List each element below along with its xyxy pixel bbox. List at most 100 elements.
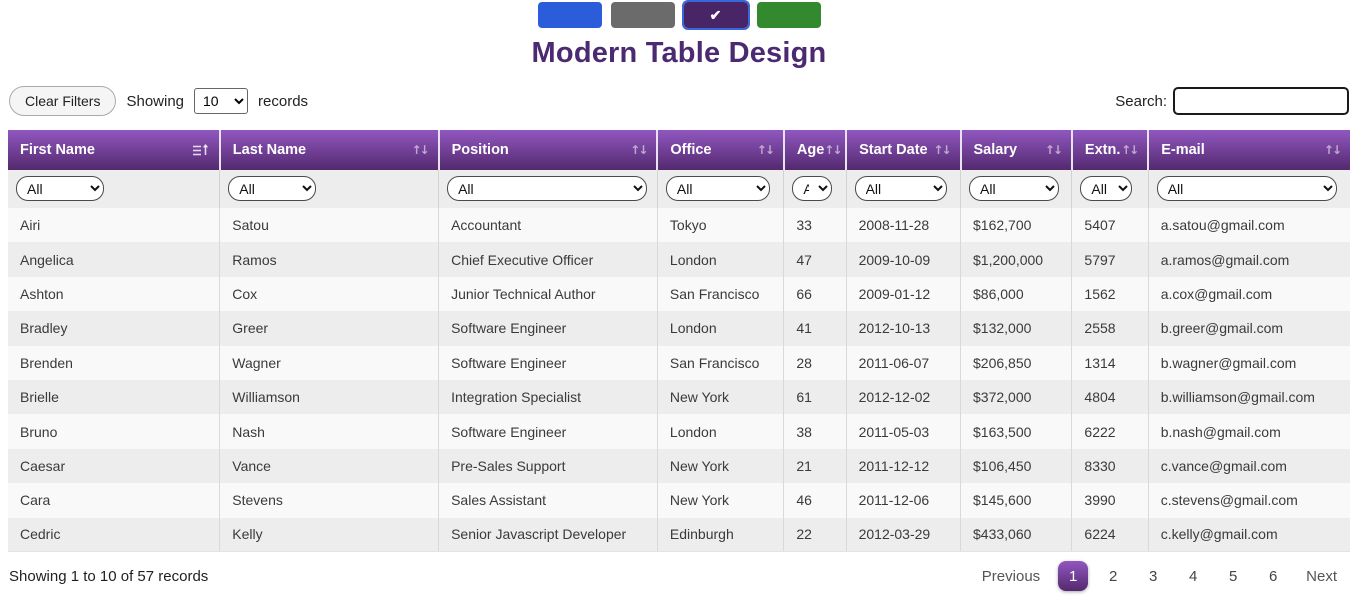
purple-theme-swatch-button[interactable]: ✔ — [681, 0, 750, 30]
table-cell: c.stevens@gmail.com — [1148, 483, 1350, 518]
column-header-start-date[interactable]: Start Date ↑↓ — [846, 130, 962, 170]
sort-both-icon: ↑↓ — [411, 143, 429, 157]
column-header-first-name[interactable]: First Name — [8, 130, 221, 170]
table-cell: Pre-Sales Support — [438, 448, 658, 484]
table-cell: 47 — [783, 242, 847, 277]
filter-select-e-mail[interactable]: All — [1156, 176, 1337, 201]
column-header-extn[interactable]: Extn. ↑↓ — [1071, 130, 1150, 170]
clear-filters-button[interactable]: Clear Filters — [9, 86, 117, 116]
table-cell: 4804 — [1071, 379, 1149, 415]
filter-select-age[interactable]: All — [792, 176, 833, 201]
table-cell: Accountant — [438, 208, 658, 243]
table-cell: Ashton — [8, 276, 221, 312]
table-cell: Kelly — [219, 517, 440, 553]
table-cell: Angelica — [8, 242, 221, 277]
table-cell: 1314 — [1071, 345, 1149, 380]
filter-select-extn[interactable]: All — [1080, 176, 1133, 201]
filter-select-position[interactable]: All — [447, 176, 648, 201]
next-page-button[interactable]: Next — [1306, 567, 1337, 585]
table-cell: 5407 — [1071, 208, 1149, 243]
table-cell: b.wagner@gmail.com — [1148, 345, 1350, 380]
table-cell: Cox — [219, 276, 440, 312]
table-cell: $206,850 — [960, 345, 1073, 380]
column-header-office[interactable]: Office ↑↓ — [657, 130, 785, 170]
table-cell: 28 — [783, 345, 847, 380]
table-cell: $132,000 — [960, 311, 1073, 346]
filter-select-start-date[interactable]: All — [854, 176, 947, 201]
table-cell: 41 — [783, 311, 847, 346]
table-header-row: First Name Last Name ↑↓ Position ↑↓ Office ↑↓ A… — [8, 130, 1350, 170]
column-header-last-name[interactable]: Last Name ↑↓ — [219, 130, 440, 170]
table-row: Brielle Williamson Integration Specialist N… — [8, 379, 1350, 415]
column-header-age[interactable]: Age ↑↓ — [783, 130, 848, 170]
filter-select-last-name[interactable]: All — [228, 176, 317, 201]
table-cell: Cara — [8, 483, 221, 518]
blue-theme-swatch-button[interactable] — [537, 2, 602, 28]
table-cell: 2008-11-28 — [846, 208, 962, 243]
table-row: Bruno Nash Software Engineer London 38 2011-0… — [8, 414, 1350, 449]
table-cell: b.greer@gmail.com — [1148, 311, 1350, 346]
table-cell: 2009-01-12 — [846, 276, 962, 312]
sort-both-icon: ↑↓ — [630, 143, 648, 157]
table-row: Caesar Vance Pre-Sales Support New York 21 20… — [8, 448, 1350, 484]
table-cell: $106,450 — [960, 448, 1073, 484]
table-row: Bradley Greer Software Engineer London 41 201… — [8, 311, 1350, 346]
table-cell: a.cox@gmail.com — [1148, 276, 1350, 312]
table-cell: $145,600 — [960, 483, 1073, 518]
showing-label: Showing — [126, 92, 185, 110]
filter-select-salary[interactable]: All — [969, 176, 1060, 201]
table-row: Ashton Cox Junior Technical Author San Fran… — [8, 276, 1350, 312]
table-cell: Tokyo — [657, 208, 785, 243]
table-cell: Brielle — [8, 379, 221, 415]
table-cell: London — [657, 242, 785, 277]
table-row: Cara Stevens Sales Assistant New York 46 2011… — [8, 483, 1350, 518]
sort-both-icon: ↑↓ — [824, 143, 842, 157]
table-cell: 2011-05-03 — [846, 414, 962, 449]
table-cell: 8330 — [1071, 448, 1149, 484]
sort-both-icon: ↑↓ — [1121, 143, 1139, 157]
filter-select-first-name[interactable]: All — [16, 176, 104, 201]
table-cell: Stevens — [219, 483, 440, 518]
table-cell: Bradley — [8, 311, 221, 346]
pagination: Previous 1 2 3 4 5 6 Next — [974, 561, 1345, 592]
page-button-3[interactable]: 3 — [1148, 567, 1158, 585]
column-header-position[interactable]: Position ↑↓ — [438, 130, 659, 170]
table-cell: a.ramos@gmail.com — [1148, 242, 1350, 277]
column-label: Salary — [973, 142, 1018, 158]
search-input[interactable] — [1173, 87, 1349, 115]
table-cell: c.vance@gmail.com — [1148, 448, 1350, 484]
table-row: Angelica Ramos Chief Executive Officer Lond… — [8, 242, 1350, 277]
column-label: Start Date — [859, 142, 928, 158]
page-button-4[interactable]: 4 — [1188, 567, 1198, 585]
page-title: Modern Table Design — [531, 37, 827, 69]
page-button-2[interactable]: 2 — [1108, 567, 1118, 585]
table-row: Brenden Wagner Software Engineer San Franci… — [8, 345, 1350, 380]
table-cell: b.williamson@gmail.com — [1148, 379, 1350, 415]
page-button-6[interactable]: 6 — [1268, 567, 1278, 585]
table-cell: Greer — [219, 311, 440, 346]
table-cell: 2011-06-07 — [846, 345, 962, 380]
table-cell: London — [657, 311, 785, 346]
search-label: Search: — [1115, 92, 1167, 110]
table-cell: Junior Technical Author — [438, 276, 658, 312]
page-button-5[interactable]: 5 — [1228, 567, 1238, 585]
table-cell: Senior Javascript Developer — [438, 517, 658, 553]
green-theme-swatch-button[interactable] — [756, 2, 821, 28]
table-cell: Chief Executive Officer — [438, 242, 658, 277]
table-cell: 66 — [783, 276, 847, 312]
table-cell: Airi — [8, 208, 221, 243]
column-header-e-mail[interactable]: E-mail ↑↓ — [1148, 130, 1350, 170]
table-cell: Bruno — [8, 414, 221, 449]
table-cell: c.kelly@gmail.com — [1148, 517, 1350, 553]
column-header-salary[interactable]: Salary ↑↓ — [960, 130, 1073, 170]
table-cell: 3990 — [1071, 483, 1149, 518]
page-size-select[interactable]: 10 — [194, 88, 249, 114]
previous-page-button[interactable]: Previous — [981, 567, 1041, 585]
table-cell: Software Engineer — [438, 311, 658, 346]
page-button-1[interactable]: 1 — [1058, 561, 1089, 592]
table-cell: New York — [657, 379, 785, 415]
table-cell: 22 — [783, 517, 847, 553]
table-cell: b.nash@gmail.com — [1148, 414, 1350, 449]
filter-select-office[interactable]: All — [665, 176, 770, 201]
gray-theme-swatch-button[interactable] — [610, 2, 675, 28]
